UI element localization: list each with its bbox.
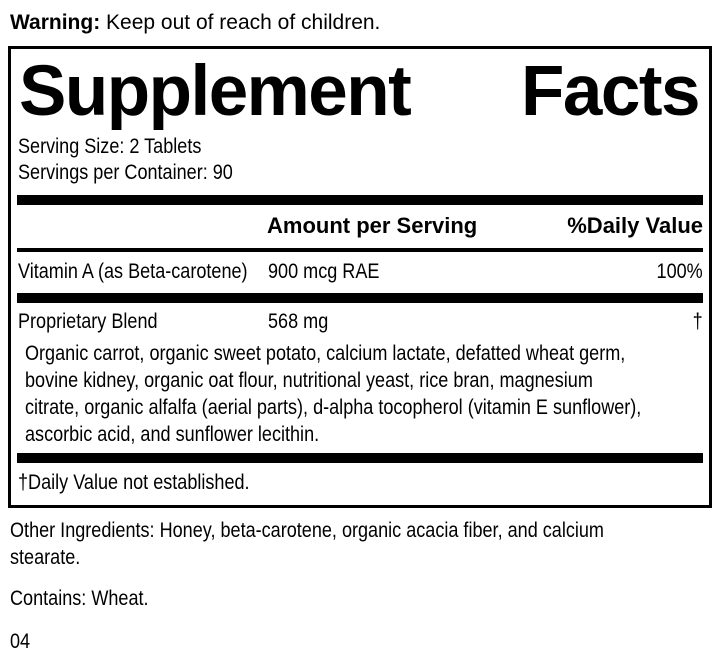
amount-per-serving-header: Amount per Serving bbox=[267, 213, 478, 238]
product-code: 04 bbox=[10, 630, 31, 653]
blend-description: Organic carrot, organic sweet potato, ca… bbox=[17, 340, 703, 448]
proprietary-blend-row: Proprietary Blend 568 mg † bbox=[17, 303, 703, 340]
blend-daily-value: † bbox=[692, 310, 703, 333]
daily-value-footnote: †Daily Value not established. bbox=[18, 471, 250, 494]
warning-text: Keep out of reach of children. bbox=[100, 11, 381, 34]
thick-divider-bottom bbox=[17, 453, 703, 463]
serving-info: Serving Size: 2 Tablets Servings per Con… bbox=[18, 134, 703, 186]
warning-statement: Warning: Keep out of reach of children. bbox=[10, 10, 712, 36]
blend-name: Proprietary Blend bbox=[18, 310, 158, 333]
panel-title: Supplement Facts bbox=[17, 53, 703, 131]
serving-size-line: Serving Size: 2 Tablets bbox=[18, 135, 202, 158]
blend-amount: 568 mg bbox=[268, 310, 329, 333]
nutrient-amount: 900 mcg RAE bbox=[268, 260, 380, 283]
contains-statement: Contains: Wheat. bbox=[10, 587, 149, 610]
thick-divider-middle bbox=[17, 293, 703, 303]
blend-line: citrate, organic alfalfa (aerial parts),… bbox=[25, 396, 642, 419]
supplement-facts-panel: Supplement Facts Serving Size: 2 Tablets… bbox=[8, 46, 712, 508]
thick-divider-top bbox=[17, 195, 703, 205]
blend-line: bovine kidney, organic oat flour, nutrit… bbox=[25, 369, 593, 392]
servings-per-container-line: Servings per Container: 90 bbox=[18, 161, 233, 184]
vitamin-a-row: Vitamin A (as Beta-carotene) 900 mcg RAE… bbox=[17, 252, 703, 293]
warning-label: Warning: bbox=[10, 11, 101, 34]
nutrient-name: Vitamin A (as Beta-carotene) bbox=[18, 260, 248, 283]
nutrient-daily-value: 100% bbox=[656, 260, 703, 283]
other-ingredients-line: stearate. bbox=[10, 546, 81, 569]
thin-divider bbox=[17, 248, 703, 252]
column-header-row: Amount per Serving %Daily Value bbox=[17, 205, 703, 248]
daily-value-header: %Daily Value bbox=[567, 213, 703, 238]
other-ingredients: Other Ingredients: Honey, beta-carotene,… bbox=[10, 517, 712, 571]
blend-line: ascorbic acid, and sunflower lecithin. bbox=[25, 423, 320, 446]
other-ingredients-line: Other Ingredients: Honey, beta-carotene,… bbox=[10, 519, 604, 542]
blend-line: Organic carrot, organic sweet potato, ca… bbox=[25, 342, 626, 365]
title-word-facts: Facts bbox=[521, 52, 700, 131]
title-word-supplement: Supplement bbox=[19, 52, 412, 131]
